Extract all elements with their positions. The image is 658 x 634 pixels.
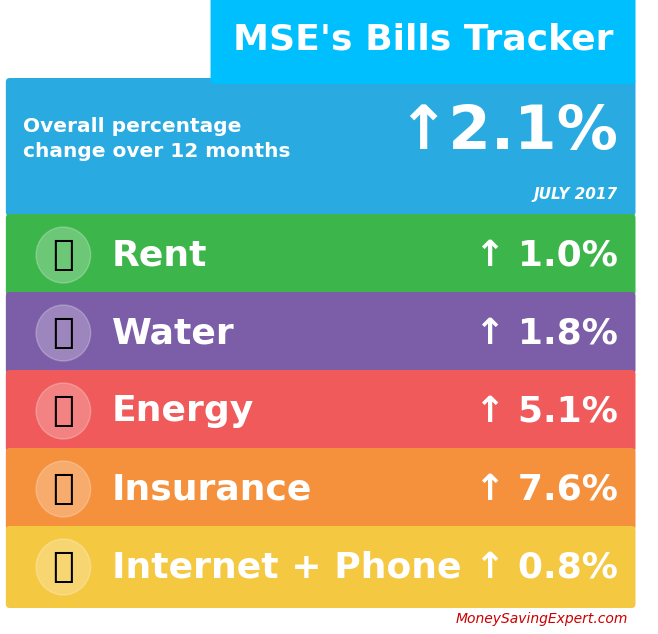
FancyBboxPatch shape <box>211 0 636 84</box>
Text: Insurance: Insurance <box>112 472 313 506</box>
FancyBboxPatch shape <box>6 370 636 452</box>
Circle shape <box>36 539 91 595</box>
Text: 💧: 💧 <box>53 316 74 350</box>
Text: ↑ 0.8%: ↑ 0.8% <box>475 550 618 584</box>
Text: ↑2.1%: ↑2.1% <box>397 103 618 162</box>
Text: MSE's Bills Tracker: MSE's Bills Tracker <box>233 23 613 57</box>
FancyBboxPatch shape <box>6 526 636 608</box>
Circle shape <box>36 305 91 361</box>
Text: ↑ 1.8%: ↑ 1.8% <box>475 316 618 350</box>
Text: 📱: 📱 <box>53 550 74 584</box>
Text: Overall percentage
change over 12 months: Overall percentage change over 12 months <box>24 117 291 161</box>
Text: 🏠: 🏠 <box>53 238 74 272</box>
FancyBboxPatch shape <box>6 214 636 296</box>
FancyBboxPatch shape <box>6 292 636 374</box>
Text: Water: Water <box>112 316 235 350</box>
Text: Rent: Rent <box>112 238 207 272</box>
Text: MoneySavingExpert.com: MoneySavingExpert.com <box>455 612 628 626</box>
Text: Internet + Phone: Internet + Phone <box>112 550 462 584</box>
FancyBboxPatch shape <box>6 448 636 530</box>
Text: 🔒: 🔒 <box>53 472 74 506</box>
Circle shape <box>36 383 91 439</box>
Text: Energy: Energy <box>112 394 255 428</box>
Text: ↑ 7.6%: ↑ 7.6% <box>475 472 618 506</box>
Text: 💡: 💡 <box>53 394 74 428</box>
Circle shape <box>36 461 91 517</box>
Text: ↑ 1.0%: ↑ 1.0% <box>475 238 618 272</box>
FancyBboxPatch shape <box>6 78 636 216</box>
Circle shape <box>36 227 91 283</box>
Text: ↑ 5.1%: ↑ 5.1% <box>475 394 618 428</box>
Text: JULY 2017: JULY 2017 <box>534 186 618 202</box>
